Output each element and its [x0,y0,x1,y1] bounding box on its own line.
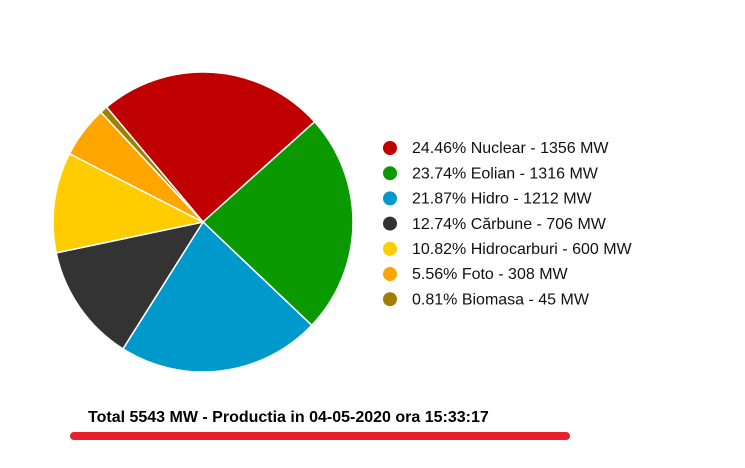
pie-slice [121,220,313,373]
pie-slice [52,152,206,254]
legend-marker [383,141,397,155]
pie-slice [201,120,354,327]
legend-marker [383,292,397,307]
legend-marker [383,267,397,281]
legend-label: 0.81% Biomasa - 45 MW [412,291,590,308]
caption: Total 5543 MW - Productia in 04-05-2020 … [88,409,489,426]
pie-slice [99,106,204,223]
legend-label: 24.46% Nuclear - 1356 MW [412,140,609,157]
legend-label: 5.56% Foto - 308 MW [412,266,569,283]
legend-marker [383,241,397,256]
pie-slice [55,220,205,350]
pie-slice [105,71,316,224]
legend-label: 10.82% Hidrocarburi - 600 MW [412,241,633,258]
legend-label: 12.74% Cărbune - 706 MW [412,216,607,233]
legend-marker [383,216,397,231]
legend-label: 23.74% Eolian - 1316 MW [412,165,599,182]
legend-marker [383,166,397,181]
legend-label: 21.87% Hidro - 1212 MW [412,191,593,208]
legend-marker [383,191,397,206]
